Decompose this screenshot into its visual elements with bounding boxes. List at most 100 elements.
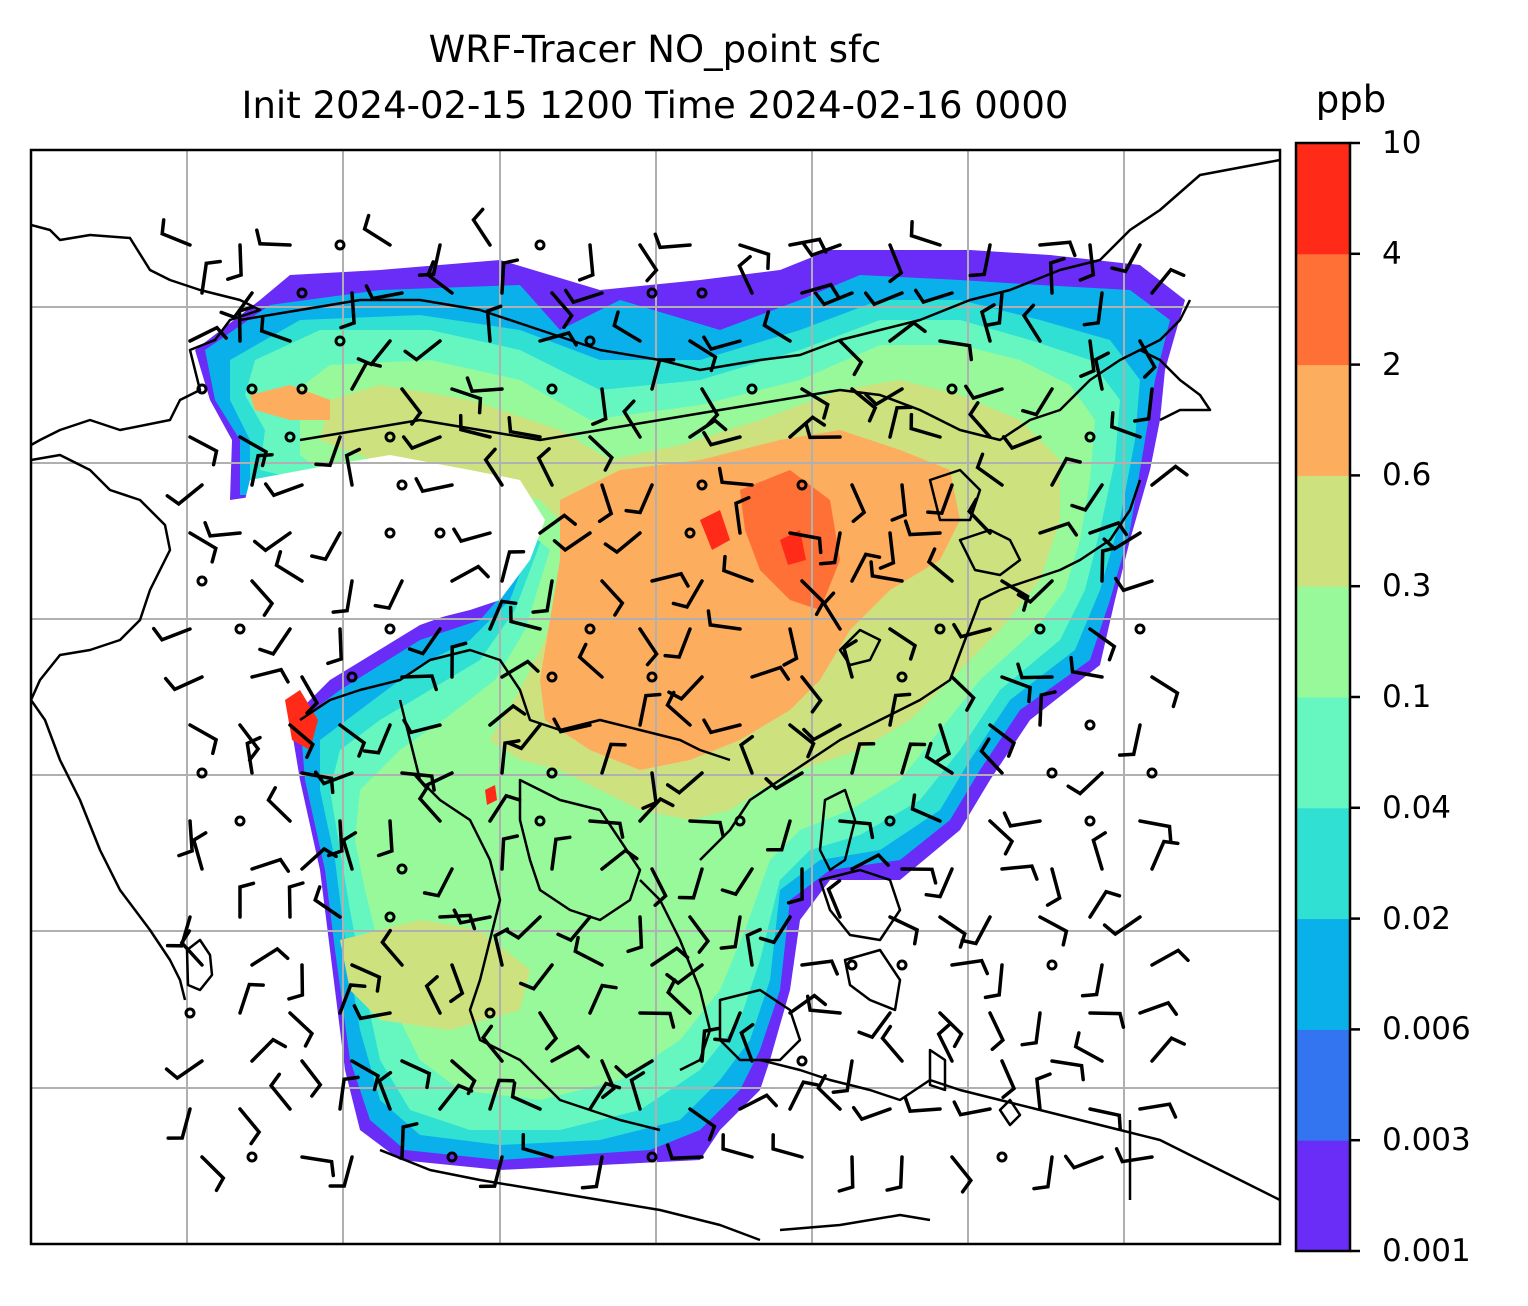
wind-barb <box>1070 483 1104 512</box>
wind-barb <box>1114 1147 1154 1164</box>
grid-lines <box>31 150 1280 1244</box>
wind-barb <box>1093 351 1110 391</box>
wind-barb <box>413 771 454 789</box>
wind-barb <box>1138 819 1173 843</box>
calm-wind-marker <box>934 623 946 635</box>
calm-wind-marker <box>696 287 708 299</box>
wind-barb <box>288 1011 315 1048</box>
wind-barb <box>263 482 304 498</box>
wind-barb <box>380 928 404 967</box>
wind-barb <box>508 605 542 631</box>
wind-barb <box>788 993 828 1015</box>
wind-barb <box>1020 1011 1042 1047</box>
wind-barb <box>1080 963 1104 998</box>
wind-barb <box>1045 867 1062 907</box>
wind-barb <box>979 303 996 343</box>
wind-barb <box>1000 864 1039 881</box>
wind-barb <box>1035 1072 1052 1111</box>
wind-barb <box>1048 256 1066 295</box>
wind-barb <box>782 627 799 667</box>
colorbar-segment <box>1296 475 1350 587</box>
wind-barb <box>638 627 659 667</box>
calm-wind-marker <box>1034 623 1046 635</box>
wind-barb <box>200 259 222 295</box>
wind-barb <box>338 723 367 758</box>
calm-wind-marker <box>646 287 658 299</box>
wind-barb <box>493 927 510 967</box>
wind-barb <box>400 674 438 692</box>
wind-barb <box>802 723 842 742</box>
wind-barb <box>665 963 704 986</box>
wind-barb <box>626 915 644 954</box>
wind-barb <box>344 447 362 487</box>
wind-barb <box>478 1155 504 1189</box>
wind-barb <box>950 958 990 976</box>
calm-wind-marker <box>684 527 696 539</box>
wind-barb <box>326 627 344 666</box>
wind-barb <box>968 243 992 278</box>
colorbar-segment <box>1296 143 1350 255</box>
wind-barb <box>663 627 692 659</box>
wind-barb <box>438 1083 474 1111</box>
wind-barb <box>500 258 520 295</box>
wind-barb <box>764 771 804 791</box>
wind-barb <box>250 452 274 487</box>
wind-barb <box>960 915 992 946</box>
wind-barb <box>1102 915 1142 937</box>
wind-barb <box>177 819 194 858</box>
colorbar <box>1294 141 1360 1253</box>
wind-barb <box>313 885 342 919</box>
calm-wind-marker <box>384 623 396 635</box>
wind-barb <box>967 497 992 535</box>
colorbar-tick-label: 0.02 <box>1382 900 1452 937</box>
wind-barb <box>1138 1000 1179 1016</box>
wind-barb <box>1109 411 1142 439</box>
wind-barb <box>719 915 742 950</box>
wind-barb <box>818 531 842 566</box>
wind-barb <box>373 579 404 611</box>
wind-barb <box>600 1059 616 1100</box>
wind-barb <box>1021 303 1042 343</box>
wind-barb <box>850 852 890 871</box>
wind-barb <box>677 867 704 900</box>
wind-barb <box>624 483 654 515</box>
calm-wind-marker <box>1046 767 1058 779</box>
calm-wind-marker <box>1046 959 1058 971</box>
wind-barb <box>377 1070 393 1111</box>
wind-barb <box>438 913 477 931</box>
wind-barb <box>407 627 442 656</box>
wind-barb <box>1038 690 1057 727</box>
wind-barb <box>1150 1036 1186 1063</box>
wind-barb <box>480 1024 504 1063</box>
wind-barb <box>504 915 542 940</box>
field-layer-orange <box>540 430 960 770</box>
wind-barb <box>450 387 483 415</box>
wind-barb <box>800 675 823 714</box>
calm-wind-marker <box>434 527 446 539</box>
wind-barb <box>1150 675 1180 709</box>
calm-wind-marker <box>1134 623 1146 635</box>
calm-wind-marker <box>534 815 546 827</box>
wind-barb <box>938 915 967 949</box>
wind-barb <box>1032 1155 1054 1191</box>
colorbar-tick-label: 0.1 <box>1382 679 1432 715</box>
calm-wind-marker <box>546 767 558 779</box>
wind-barb <box>720 867 754 897</box>
calm-wind-marker <box>334 239 346 251</box>
wind-barb <box>1088 1107 1122 1132</box>
wind-barb <box>1088 520 1129 537</box>
wind-barb <box>352 1004 392 1021</box>
wind-barb <box>425 260 454 295</box>
wind-barb <box>1073 1031 1104 1063</box>
wind-barb <box>702 430 742 447</box>
calm-wind-marker <box>996 1151 1008 1163</box>
wind-barb <box>165 915 192 948</box>
wind-barb <box>864 387 904 407</box>
wind-barb <box>364 284 404 301</box>
wind-barb <box>417 243 442 277</box>
calm-wind-marker <box>584 335 596 347</box>
wind-barb <box>1050 456 1082 487</box>
wind-barb <box>488 1078 515 1111</box>
wind-barb <box>841 639 858 679</box>
colorbar-tick-label: 0.04 <box>1382 789 1452 826</box>
